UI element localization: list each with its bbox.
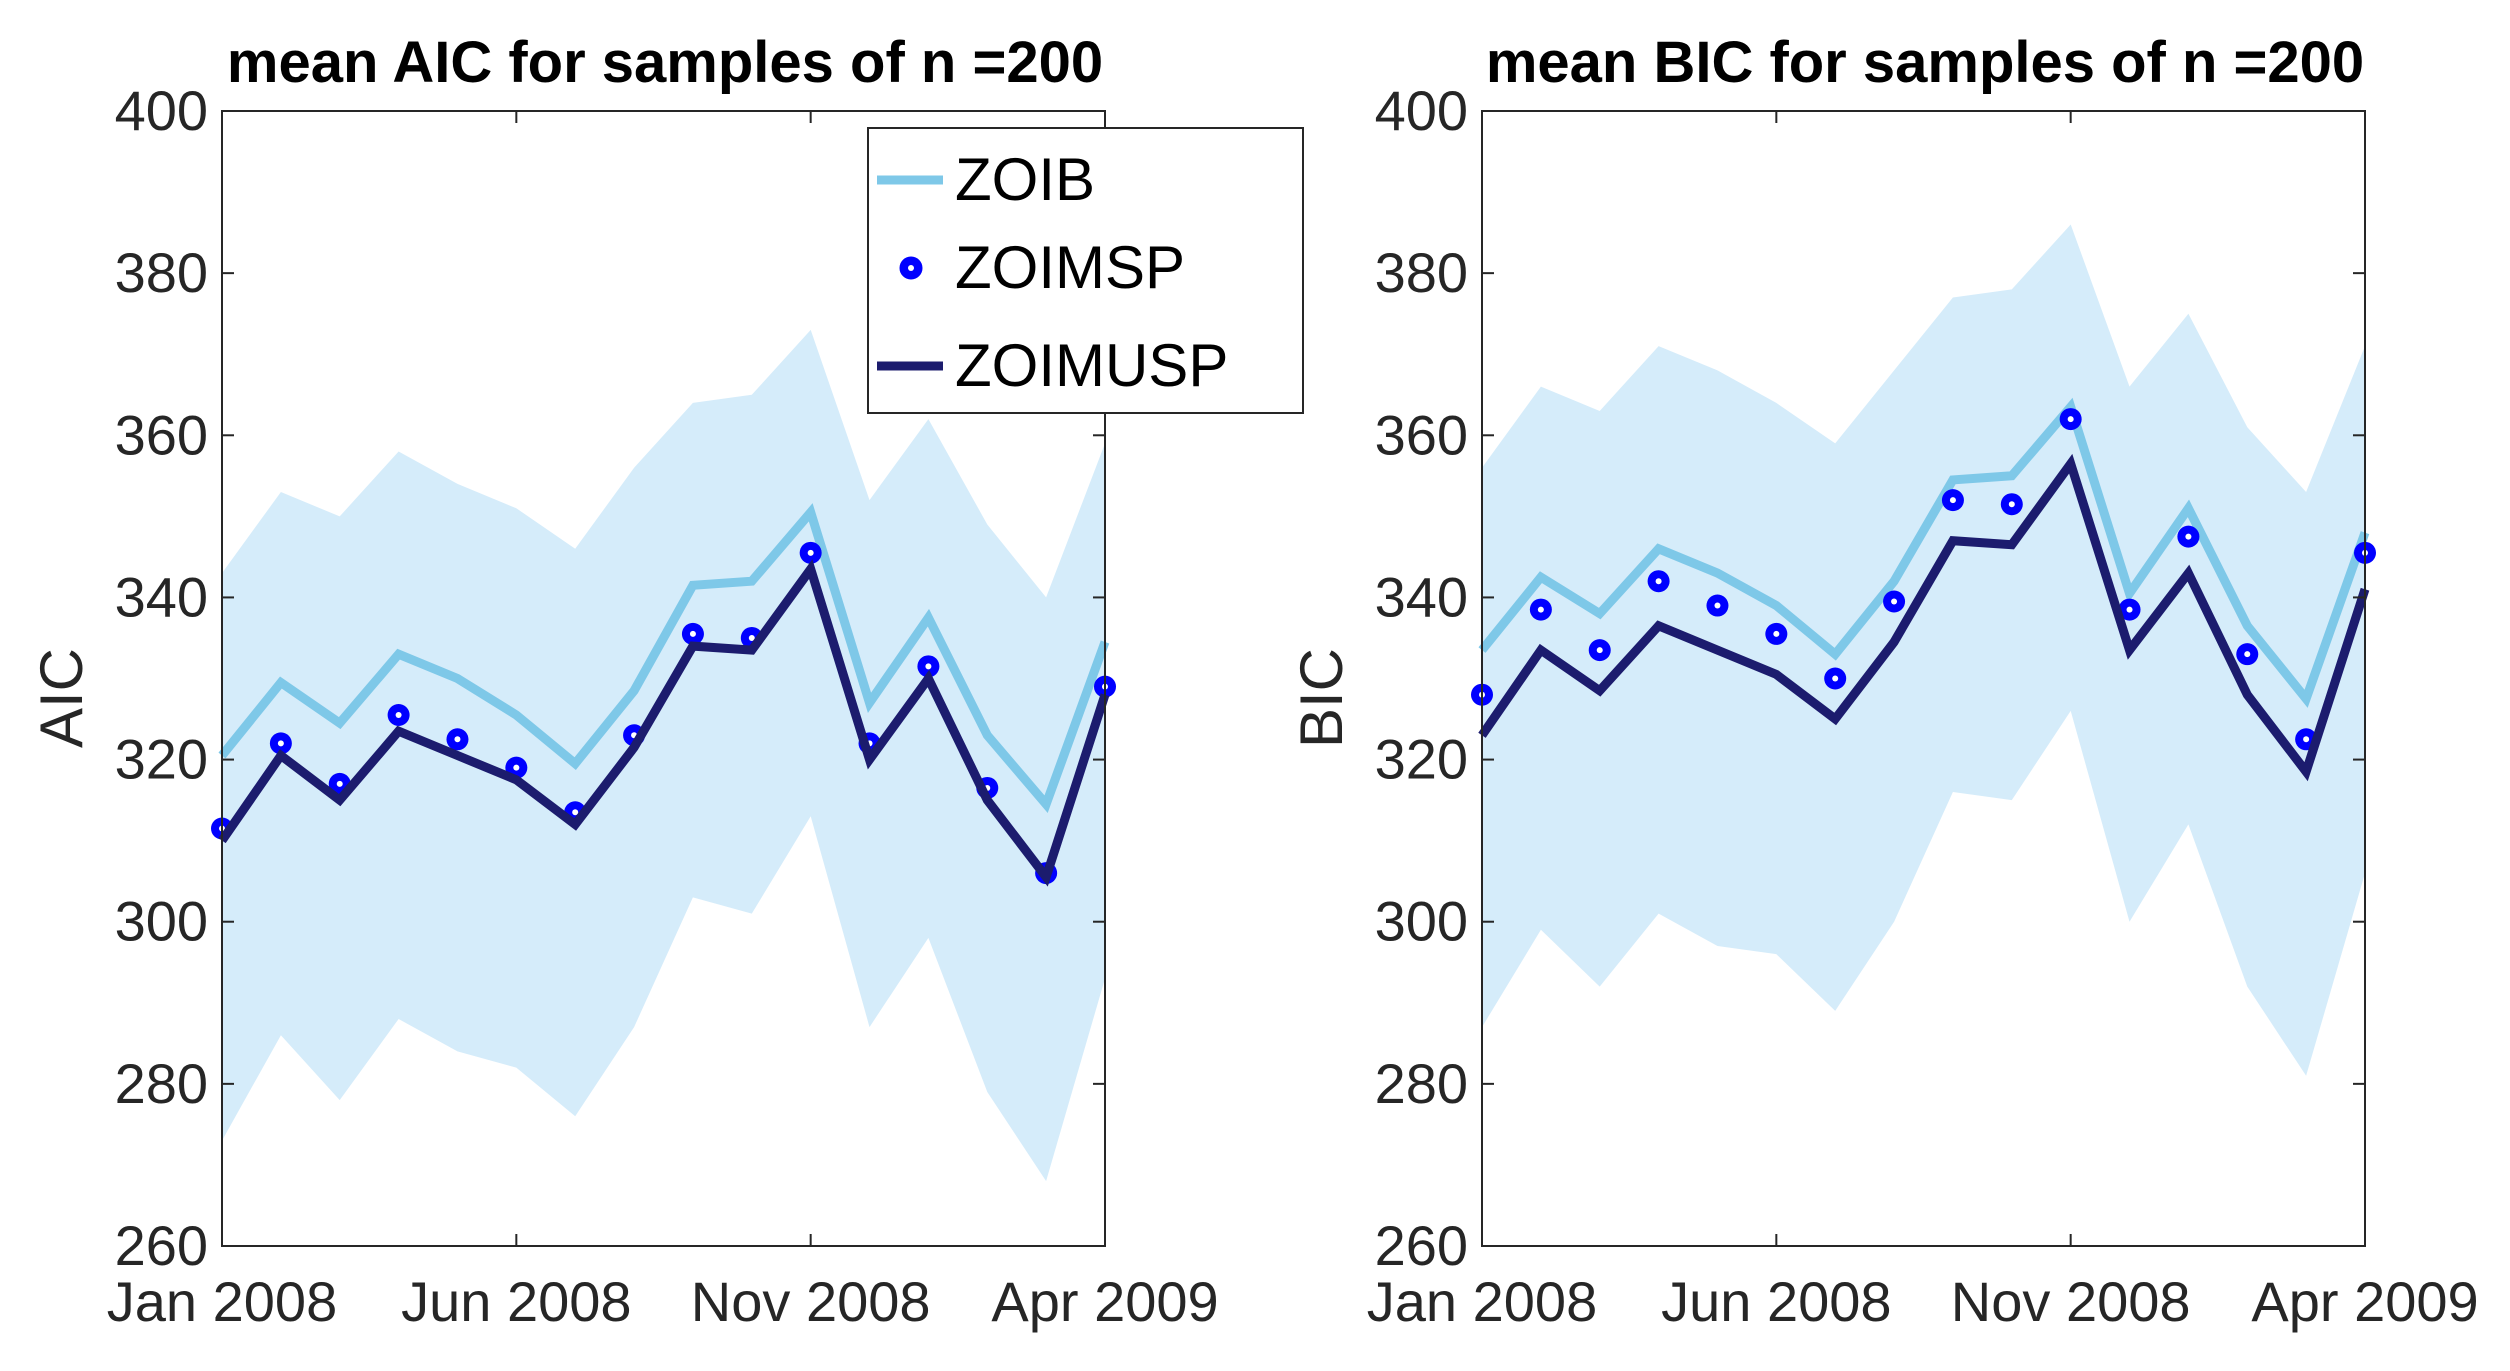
bic-y-tick-label: 320 — [1375, 728, 1468, 791]
bic-y-tick-label: 300 — [1375, 890, 1468, 953]
bic-zoimsp-point-center — [2303, 736, 2310, 743]
aic-axes-box — [221, 110, 1106, 1247]
bic-zoimsp-point-center — [1773, 630, 1780, 637]
aic-zoimusp-line — [218, 559, 1110, 887]
legend-zoimusp-label: ZOIMUSP — [955, 332, 1228, 399]
aic-y-tick-label: 260 — [115, 1214, 208, 1277]
bic-zoimsp-point-center — [1949, 497, 1956, 504]
aic-zoimsp-point-center — [513, 764, 520, 771]
bic-x-tick-label: Jun 2008 — [1661, 1270, 1891, 1333]
aic-zoimsp-point-center — [689, 630, 696, 637]
bic-x-tick-label: Jan 2008 — [1367, 1270, 1597, 1333]
bic-y-tick-label: 360 — [1375, 403, 1468, 466]
aic-x-tick-label: Nov 2008 — [691, 1270, 931, 1333]
aic-zoimsp-point-center — [748, 634, 755, 641]
aic-x-tick-label: Apr 2009 — [991, 1270, 1218, 1333]
bic-panel: 260 280 300 320 340 360 380 400 Jan 2008 Jun 2008… — [1288, 30, 2479, 1333]
aic-y-tick-label: 280 — [115, 1052, 208, 1115]
bic-y-tick-label: 340 — [1375, 565, 1468, 628]
bic-y-tick-label: 400 — [1375, 79, 1468, 142]
aic-y-tick-label: 400 — [115, 79, 208, 142]
bic-zoimsp-point-center — [2185, 533, 2192, 540]
bic-zoimsp-point-center — [2008, 501, 2015, 508]
bic-zoimsp-point-center — [1596, 647, 1603, 654]
aic-y-axis-label: AIC — [28, 648, 95, 748]
aic-x-tick-label: Jan 2008 — [107, 1270, 337, 1333]
bic-zoib-line — [1478, 397, 2370, 708]
bic-zoimsp-point-center — [2244, 651, 2251, 658]
aic-x-tick-label: Jun 2008 — [401, 1270, 631, 1333]
bic-y-tick-label: 260 — [1375, 1214, 1468, 1277]
legend-zoimsp-swatch-center — [908, 265, 914, 271]
aic-zoimsp-point-center — [454, 736, 461, 743]
aic-zoimsp-point-center — [925, 663, 932, 670]
aic-zoib-line — [218, 503, 1110, 813]
aic-y-tick-label: 380 — [115, 241, 208, 304]
legend-zoimsp-label: ZOIMSP — [955, 234, 1185, 301]
bic-zoimsp-point-center — [1655, 578, 1662, 585]
bic-zoimsp-point-center — [2126, 606, 2133, 613]
aic-chart-title: mean AIC for samples of n =200 — [227, 30, 1103, 95]
aic-y-tick-label: 300 — [115, 890, 208, 953]
bic-chart-title: mean BIC for samples of n =200 — [1486, 30, 2364, 95]
aic-zoimsp-point-center — [395, 711, 402, 718]
bic-y-axis-label: BIC — [1288, 648, 1355, 748]
aic-zoimsp-point-center — [807, 549, 814, 556]
bic-zoimsp-point-center — [1832, 675, 1839, 682]
aic-y-tick-label: 340 — [115, 565, 208, 628]
bic-zoimsp-point-center — [1891, 598, 1898, 605]
legend-zoib-label: ZOIB — [955, 146, 1095, 213]
bic-zoimsp-point-center — [2067, 416, 2074, 423]
bic-axes-box — [1481, 110, 2366, 1247]
aic-zoimsp-point-center — [336, 780, 343, 787]
legend: ZOIB ZOIMSP ZOIMUSP — [867, 127, 1304, 414]
bic-y-tick-label: 280 — [1375, 1052, 1468, 1115]
aic-zoimsp-point-center — [572, 809, 579, 816]
aic-zoimsp-point-center — [277, 740, 284, 747]
bic-zoimusp-line — [1478, 453, 2370, 782]
bic-x-tick-label: Apr 2009 — [2251, 1270, 2478, 1333]
bic-zoimsp-point-center — [1537, 606, 1544, 613]
aic-confidence-band — [222, 329, 1105, 1182]
bic-y-tick-label: 380 — [1375, 241, 1468, 304]
bic-x-tick-label: Nov 2008 — [1951, 1270, 2191, 1333]
bic-confidence-band — [1482, 224, 2365, 1076]
bic-zoimsp-point-center — [1714, 602, 1721, 609]
aic-y-tick-label: 320 — [115, 728, 208, 791]
aic-y-tick-label: 360 — [115, 403, 208, 466]
